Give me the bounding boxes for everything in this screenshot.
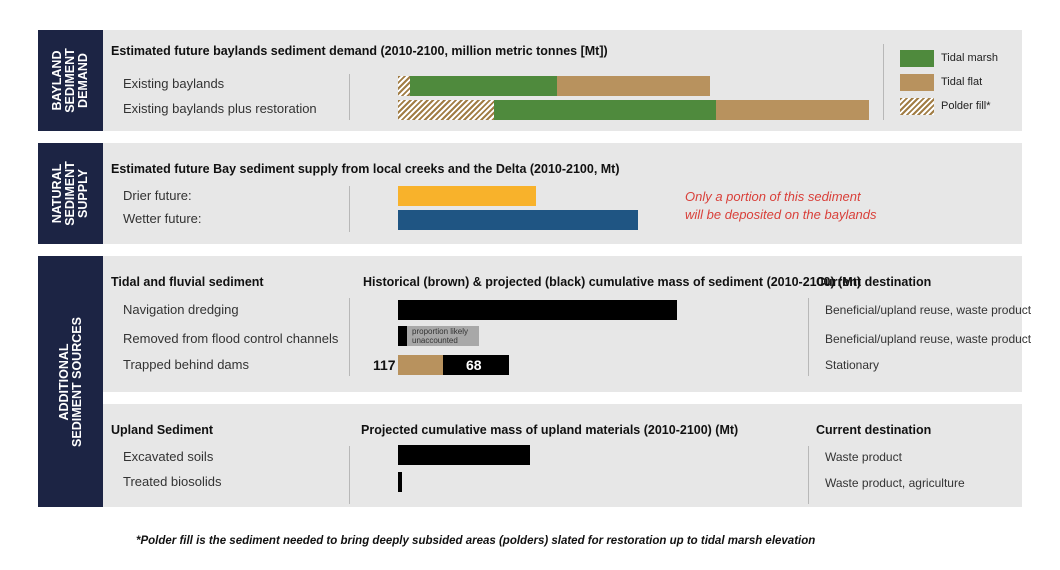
legend-swatch-tidal-marsh <box>900 50 934 67</box>
bar-label-historical: 117 <box>373 357 396 373</box>
upland-dest-header: Current destination <box>816 423 932 437</box>
bar-existing-baylands-plus-restoration-tidal-marsh <box>494 100 716 120</box>
destination-treated-biosolids: Waste product, agriculture <box>825 476 965 490</box>
bar-removed-from-flood-control-channels-projected <box>398 326 407 346</box>
supply-note: Only a portion of this sediment will be … <box>685 188 877 224</box>
row-label-drier-future: Drier future: <box>123 188 192 203</box>
legend-swatch-polder-fill <box>900 98 934 115</box>
supply-header: Estimated future Bay sediment supply fro… <box>111 162 620 176</box>
destination-excavated-soils: Waste product <box>825 450 902 464</box>
row-label-treated-biosolids: Treated biosolids <box>123 474 222 489</box>
destination-flood-control-channels: Beneficial/upland reuse, waste product <box>825 332 1032 346</box>
divider <box>349 74 350 120</box>
divider <box>349 446 350 504</box>
divider <box>808 298 809 376</box>
bar-existing-baylands-tidal-flat <box>557 76 710 96</box>
bar-navigation-dredging-projected <box>398 300 677 320</box>
row-label-trapped-behind-dams: Trapped behind dams <box>123 357 249 372</box>
unaccounted-note: proportion likely unaccounted <box>412 327 469 345</box>
bar-drier-future-drier <box>398 186 536 206</box>
row-label-wetter-future: Wetter future: <box>123 211 202 226</box>
divider <box>349 298 350 376</box>
bar-existing-baylands-polder-fill <box>398 76 410 96</box>
upland-mid-header: Projected cumulative mass of upland mate… <box>361 423 739 437</box>
demand-header: Estimated future baylands sediment deman… <box>111 44 608 58</box>
divider <box>808 446 809 504</box>
tidal-fluvial-panel: Tidal and fluvial sediment Historical (b… <box>38 256 1022 392</box>
destination-navigation-dredging: Beneficial/upland reuse, waste product <box>825 303 1032 317</box>
legend-label-tidal-flat: Tidal flat <box>941 76 983 88</box>
legend-swatch-tidal-flat <box>900 74 934 91</box>
upland-header: Upland Sediment <box>111 423 214 437</box>
row-label-navigation-dredging: Navigation dredging <box>123 302 239 317</box>
legend-label-tidal-marsh: Tidal marsh <box>941 52 999 64</box>
bar-trapped-behind-dams-projected <box>443 355 509 375</box>
footnote: *Polder fill is the sediment needed to b… <box>136 535 816 547</box>
divider <box>883 44 884 120</box>
bar-label-projected: 68 <box>466 357 482 373</box>
supply-note-line-1: Only a portion of this sediment <box>685 189 861 204</box>
tidal-fluvial-dest-header: Current destination <box>816 275 932 289</box>
row-label-flood-control-channels: Removed from flood control channels <box>123 331 339 346</box>
supply-side-label: NATURAL SEDIMENT SUPPLY <box>38 143 103 244</box>
divider <box>349 186 350 232</box>
additional-side-label: ADDITIONAL SEDIMENT SOURCES <box>38 256 103 507</box>
bar-existing-baylands-plus-restoration-tidal-flat <box>716 100 869 120</box>
bar-trapped-behind-dams-historical <box>398 355 443 375</box>
legend-label-polder-fill: Polder fill* <box>941 100 991 112</box>
bar-excavated-soils-projected <box>398 445 530 465</box>
bar-removed-from-flood-control-channels-unaccounted <box>407 326 479 346</box>
demand-side-label: BAYLAND SEDIMENT DEMAND <box>38 30 103 131</box>
bar-existing-baylands-tidal-marsh <box>410 76 557 96</box>
bar-treated-biosolids-projected <box>398 472 402 492</box>
row-label-existing-baylands: Existing baylands <box>123 76 225 91</box>
row-label-excavated-soils: Excavated soils <box>123 449 214 464</box>
bar-wetter-future-wetter <box>398 210 638 230</box>
destination-trapped-behind-dams: Stationary <box>825 358 880 372</box>
upland-panel: Upland Sediment Projected cumulative mas… <box>38 404 1022 507</box>
row-label-baylands-plus-restoration: Existing baylands plus restoration <box>123 101 317 116</box>
bar-existing-baylands-plus-restoration-polder-fill <box>398 100 494 120</box>
tidal-fluvial-header: Tidal and fluvial sediment <box>111 275 264 289</box>
supply-note-line-2: will be deposited on the baylands <box>685 207 877 222</box>
tidal-fluvial-mid-header: Historical (brown) & projected (black) c… <box>363 275 862 289</box>
